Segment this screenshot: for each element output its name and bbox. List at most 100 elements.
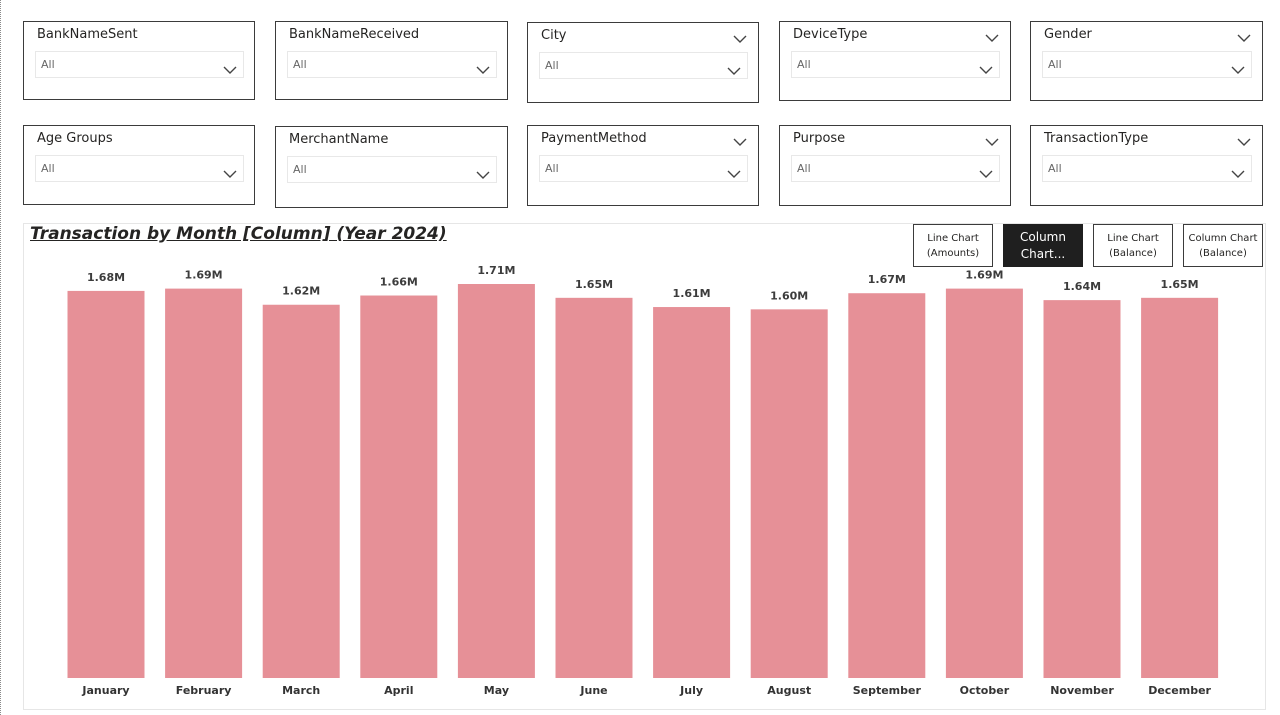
- collapse-chevron-icon[interactable]: [732, 29, 747, 43]
- slicer-title: TransactionType: [1044, 131, 1149, 146]
- line-chart-balance-button[interactable]: Line Chart (Balance): [1093, 224, 1173, 267]
- x-axis-label: January: [81, 684, 129, 697]
- slicer-city: City All: [527, 22, 759, 103]
- x-axis-label: June: [579, 684, 607, 697]
- column-chart-button[interactable]: Column Chart...: [1003, 224, 1083, 267]
- x-axis-label: April: [384, 684, 413, 697]
- slicer-dropdown[interactable]: All: [35, 155, 244, 182]
- data-label: 1.69M: [185, 269, 223, 282]
- slicer-dropdown[interactable]: All: [539, 52, 748, 79]
- collapse-chevron-icon[interactable]: [1236, 132, 1251, 146]
- dropdown-value: All: [545, 162, 559, 175]
- bar-march[interactable]: [262, 304, 340, 678]
- x-axis-label: September: [853, 684, 922, 697]
- chevron-down-icon: [222, 164, 238, 178]
- data-label: 1.61M: [673, 287, 711, 300]
- slicer-title: MerchantName: [289, 132, 389, 147]
- bar-october[interactable]: [945, 288, 1023, 678]
- data-label: 1.69M: [965, 269, 1003, 282]
- button-label: Line Chart (Balance): [1107, 232, 1159, 259]
- chevron-down-icon: [1230, 164, 1246, 178]
- slicer-title: Purpose: [793, 131, 846, 146]
- data-label: 1.66M: [380, 276, 418, 289]
- slicer-dropdown[interactable]: All: [35, 51, 244, 78]
- slicer-dropdown[interactable]: All: [791, 51, 1000, 78]
- x-axis-label: February: [176, 684, 232, 697]
- chevron-down-icon: [222, 60, 238, 74]
- chevron-down-icon: [475, 165, 491, 179]
- bar-december[interactable]: [1141, 297, 1219, 678]
- slicer-banknamereceived: BankNameReceived All: [275, 21, 508, 100]
- slicer-title: BankNameReceived: [289, 27, 420, 42]
- x-axis-label: October: [960, 684, 1010, 697]
- dropdown-value: All: [1048, 58, 1062, 71]
- x-axis-label: November: [1050, 684, 1114, 697]
- slicer-banknamesent: BankNameSent All: [23, 21, 255, 100]
- slicer-dropdown[interactable]: All: [1042, 51, 1252, 78]
- chevron-down-icon: [726, 164, 742, 178]
- slicer-paymentmethod: PaymentMethod All: [527, 125, 759, 206]
- chevron-down-icon: [475, 60, 491, 74]
- x-axis-label: December: [1148, 684, 1211, 697]
- button-label: Column Chart (Balance): [1188, 232, 1258, 259]
- data-label: 1.67M: [868, 273, 906, 286]
- slicer-title: Age Groups: [37, 131, 113, 146]
- x-axis-label: July: [679, 684, 703, 697]
- x-axis-label: August: [767, 684, 811, 697]
- data-label: 1.68M: [87, 271, 125, 284]
- slicer-devicetype: DeviceType All: [779, 21, 1011, 101]
- data-label: 1.65M: [1161, 278, 1199, 291]
- slicer-title: BankNameSent: [37, 27, 138, 42]
- dropdown-value: All: [293, 163, 307, 176]
- slicer-age groups: Age Groups All: [23, 125, 255, 205]
- slicer-dropdown[interactable]: All: [287, 51, 497, 78]
- data-label: 1.71M: [477, 264, 515, 277]
- dropdown-value: All: [797, 58, 811, 71]
- bar-june[interactable]: [555, 297, 633, 678]
- page-edge-guide: [0, 0, 1, 715]
- slicer-title: DeviceType: [793, 27, 868, 42]
- bar-july[interactable]: [653, 307, 731, 678]
- button-label: Column Chart...: [1020, 229, 1066, 261]
- data-label: 1.62M: [282, 285, 320, 298]
- slicer-title: City: [541, 28, 567, 43]
- chart-title: Transaction by Month [Column] (Year 2024…: [30, 224, 447, 244]
- chevron-down-icon: [978, 60, 994, 74]
- bar-april[interactable]: [360, 295, 438, 678]
- slicer-dropdown[interactable]: All: [791, 155, 1000, 182]
- bar-september[interactable]: [848, 293, 926, 678]
- bar-may[interactable]: [457, 284, 535, 678]
- x-axis-label: March: [282, 684, 320, 697]
- collapse-chevron-icon[interactable]: [984, 28, 999, 42]
- chevron-down-icon: [978, 164, 994, 178]
- slicer-dropdown[interactable]: All: [1042, 155, 1252, 182]
- slicer-dropdown[interactable]: All: [539, 155, 748, 182]
- dropdown-value: All: [545, 59, 559, 72]
- chevron-down-icon: [1230, 60, 1246, 74]
- bar-february[interactable]: [165, 288, 243, 678]
- data-label: 1.60M: [770, 289, 808, 302]
- button-label: Line Chart (Amounts): [926, 232, 980, 259]
- dropdown-value: All: [41, 58, 55, 71]
- slicer-purpose: Purpose All: [779, 125, 1011, 206]
- data-label: 1.64M: [1063, 280, 1101, 293]
- dropdown-value: All: [797, 162, 811, 175]
- slicer-title: PaymentMethod: [541, 131, 647, 146]
- data-label: 1.65M: [575, 278, 613, 291]
- collapse-chevron-icon[interactable]: [1236, 28, 1251, 42]
- slicer-dropdown[interactable]: All: [287, 156, 497, 183]
- bar-january[interactable]: [67, 290, 145, 678]
- collapse-chevron-icon[interactable]: [984, 132, 999, 146]
- slicer-gender: Gender All: [1030, 21, 1263, 101]
- slicer-transactiontype: TransactionType All: [1030, 125, 1263, 206]
- column-chart-balance-button[interactable]: Column Chart (Balance): [1183, 224, 1263, 267]
- bar-november[interactable]: [1043, 300, 1121, 678]
- bar-august[interactable]: [750, 309, 828, 678]
- dropdown-value: All: [293, 58, 307, 71]
- slicer-merchantname: MerchantName All: [275, 126, 508, 208]
- dropdown-value: All: [41, 162, 55, 175]
- line-chart-amounts-button[interactable]: Line Chart (Amounts): [913, 224, 993, 267]
- chevron-down-icon: [726, 61, 742, 75]
- collapse-chevron-icon[interactable]: [732, 132, 747, 146]
